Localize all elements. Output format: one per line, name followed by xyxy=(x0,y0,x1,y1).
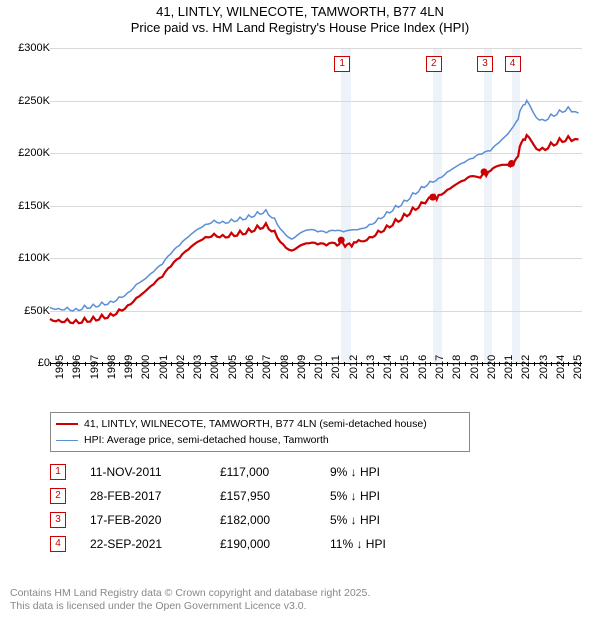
sales-delta: 9% ↓ HPI xyxy=(330,465,430,479)
annotation-marker: 4 xyxy=(505,56,521,72)
legend-swatch xyxy=(56,423,78,425)
annotation-marker: 2 xyxy=(426,56,442,72)
x-axis-label: 1995 xyxy=(54,355,66,379)
x-axis-label: 2009 xyxy=(296,355,308,379)
sale-dot xyxy=(508,160,515,167)
y-axis-label: £250K xyxy=(0,95,50,107)
x-axis-label: 2019 xyxy=(469,355,481,379)
x-axis-label: 2000 xyxy=(140,355,152,379)
x-axis-label: 2013 xyxy=(365,355,377,379)
sales-marker: 2 xyxy=(50,488,66,504)
annotation-marker: 1 xyxy=(334,56,350,72)
sales-marker: 4 xyxy=(50,536,66,552)
sales-delta: 5% ↓ HPI xyxy=(330,513,430,527)
x-axis-label: 2011 xyxy=(330,355,342,379)
y-axis-label: £100K xyxy=(0,252,50,264)
footer-text: Contains HM Land Registry data © Crown c… xyxy=(10,587,370,614)
x-axis-label: 2015 xyxy=(399,355,411,379)
x-axis-label: 2025 xyxy=(572,355,584,379)
series-hpi xyxy=(50,101,579,311)
sales-date: 22-SEP-2021 xyxy=(90,537,220,551)
sales-date: 28-FEB-2017 xyxy=(90,489,220,503)
sales-price: £157,950 xyxy=(220,489,330,503)
legend-swatch xyxy=(56,440,78,441)
x-axis-label: 2018 xyxy=(451,355,463,379)
x-axis-label: 2021 xyxy=(503,355,515,379)
sales-price: £182,000 xyxy=(220,513,330,527)
footer-line-2: This data is licensed under the Open Gov… xyxy=(10,600,370,614)
legend-row: HPI: Average price, semi-detached house,… xyxy=(56,432,464,448)
legend-row: 41, LINTLY, WILNECOTE, TAMWORTH, B77 4LN… xyxy=(56,416,464,432)
y-axis-label: £150K xyxy=(0,200,50,212)
sales-row: 1 11-NOV-2011£117,0009% ↓ HPI xyxy=(50,460,530,484)
x-axis-label: 2023 xyxy=(538,355,550,379)
x-axis-label: 1997 xyxy=(89,355,101,379)
x-axis-label: 2016 xyxy=(417,355,429,379)
title-line-2: Price paid vs. HM Land Registry's House … xyxy=(0,20,600,36)
x-axis-label: 2024 xyxy=(555,355,567,379)
x-axis-label: 2017 xyxy=(434,355,446,379)
title-line-1: 41, LINTLY, WILNECOTE, TAMWORTH, B77 4LN xyxy=(0,4,600,20)
x-axis-label: 1998 xyxy=(106,355,118,379)
y-axis-label: £300K xyxy=(0,42,50,54)
sales-table: 1 11-NOV-2011£117,0009% ↓ HPI 2 28-FEB-2017… xyxy=(50,460,530,556)
sales-delta: 5% ↓ HPI xyxy=(330,489,430,503)
x-axis-label: 2001 xyxy=(158,355,170,379)
x-axis-label: 2005 xyxy=(227,355,239,379)
y-axis-label: £50K xyxy=(0,305,50,317)
x-axis-label: 2006 xyxy=(244,355,256,379)
sales-date: 11-NOV-2011 xyxy=(90,465,220,479)
sales-date: 17-FEB-2020 xyxy=(90,513,220,527)
sale-dot xyxy=(481,168,488,175)
y-axis-label: £0 xyxy=(0,357,50,369)
x-axis-label: 2014 xyxy=(382,355,394,379)
sales-delta: 11% ↓ HPI xyxy=(330,537,430,551)
footer-line-1: Contains HM Land Registry data © Crown c… xyxy=(10,587,370,601)
x-axis-label: 2002 xyxy=(175,355,187,379)
sales-row: 2 28-FEB-2017£157,9505% ↓ HPI xyxy=(50,484,530,508)
legend-box: 41, LINTLY, WILNECOTE, TAMWORTH, B77 4LN… xyxy=(50,412,470,452)
sales-marker: 1 xyxy=(50,464,66,480)
x-axis-label: 1996 xyxy=(71,355,83,379)
legend-label: 41, LINTLY, WILNECOTE, TAMWORTH, B77 4LN… xyxy=(84,418,427,430)
title-block: 41, LINTLY, WILNECOTE, TAMWORTH, B77 4LN… xyxy=(0,0,600,37)
x-axis-label: 2008 xyxy=(279,355,291,379)
x-axis-label: 2010 xyxy=(313,355,325,379)
sales-price: £190,000 xyxy=(220,537,330,551)
x-axis-label: 2012 xyxy=(348,355,360,379)
y-axis-label: £200K xyxy=(0,147,50,159)
chart-container: 41, LINTLY, WILNECOTE, TAMWORTH, B77 4LN… xyxy=(0,0,600,620)
sales-row: 4 22-SEP-2021£190,00011% ↓ HPI xyxy=(50,532,530,556)
sales-price: £117,000 xyxy=(220,465,330,479)
legend-label: HPI: Average price, semi-detached house,… xyxy=(84,434,329,446)
sale-dot xyxy=(429,194,436,201)
sales-row: 3 17-FEB-2020£182,0005% ↓ HPI xyxy=(50,508,530,532)
annotation-marker: 3 xyxy=(477,56,493,72)
sale-dot xyxy=(338,237,345,244)
x-axis-label: 2020 xyxy=(486,355,498,379)
series-price_paid xyxy=(50,135,579,323)
sales-marker: 3 xyxy=(50,512,66,528)
x-axis-label: 1999 xyxy=(123,355,135,379)
x-axis-label: 2004 xyxy=(209,355,221,379)
chart-plot-area: 1 2 34 xyxy=(50,48,582,363)
x-axis-label: 2007 xyxy=(261,355,273,379)
chart-lines-svg xyxy=(50,48,582,363)
x-axis-label: 2022 xyxy=(520,355,532,379)
x-axis-labels: 1995199619971998199920002001200220032004… xyxy=(50,365,582,405)
x-axis-label: 2003 xyxy=(192,355,204,379)
